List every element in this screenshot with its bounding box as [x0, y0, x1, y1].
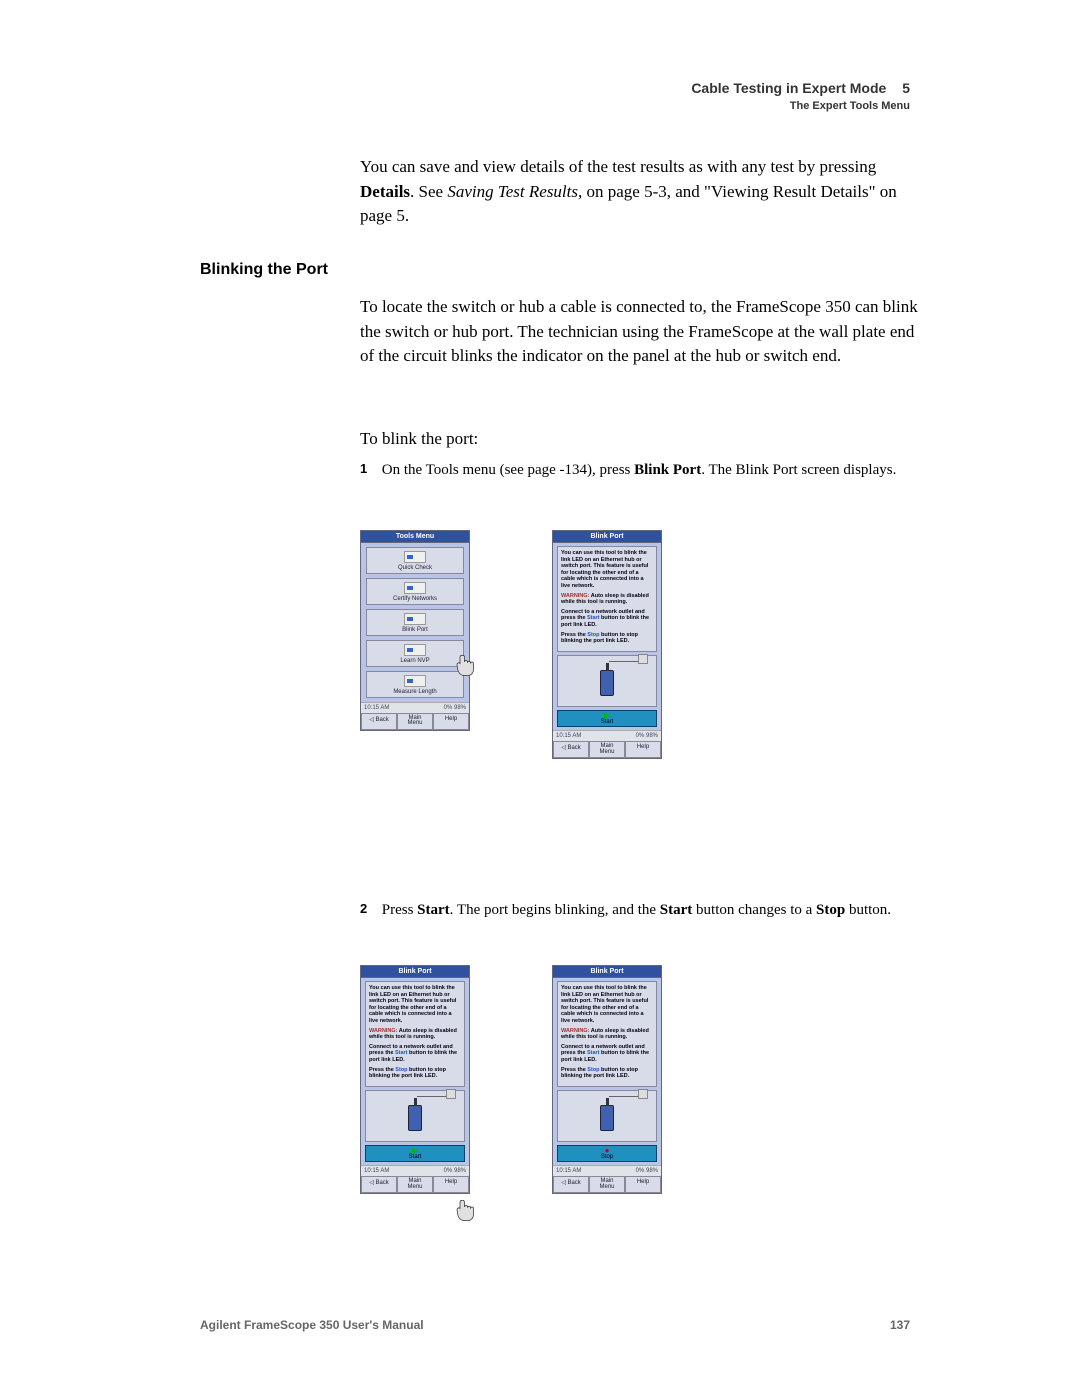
wall-plate-icon — [638, 654, 648, 664]
tester-icon — [408, 1105, 422, 1131]
step-2: 2 Press Start. The port begins blinking,… — [360, 900, 920, 922]
main-menu-button[interactable]: MainMenu — [397, 713, 433, 730]
quick-check-icon — [404, 551, 426, 563]
page-footer: Agilent FrameScope 350 User's Manual 137 — [200, 1318, 910, 1332]
device-title: Blink Port — [361, 966, 469, 978]
status-bar: 10:15 AM 0% 98% — [361, 1165, 469, 1176]
menu-blink-port[interactable]: Blink Port — [366, 609, 464, 636]
main-menu-button[interactable]: MainMenu — [397, 1176, 433, 1193]
device-title: Blink Port — [553, 966, 661, 978]
intro-paragraph: You can save and view details of the tes… — [360, 155, 920, 229]
main-menu-button[interactable]: MainMenu — [589, 1176, 625, 1193]
info-panel: You can use this tool to blink the link … — [557, 546, 657, 652]
device-title: Blink Port — [553, 531, 661, 543]
menu-measure-length[interactable]: Measure Length — [366, 671, 464, 698]
status-time: 10:15 AM — [364, 1168, 389, 1174]
diagram-area — [557, 655, 657, 707]
status-bar: 10:15 AM 0% 98% — [553, 1165, 661, 1176]
diagram-area — [365, 1090, 465, 1142]
step-body: Press Start. The port begins blinking, a… — [382, 900, 912, 922]
help-button[interactable]: Help — [625, 741, 661, 758]
measure-icon — [404, 675, 426, 687]
hand-pointer-icon — [454, 650, 484, 680]
start-button[interactable]: ▶Start — [365, 1145, 465, 1162]
screenshot-blink-port-press-start: Blink Port You can use this tool to blin… — [360, 965, 470, 1194]
menu-learn-nvp[interactable]: Learn NVP — [366, 640, 464, 667]
status-time: 10:15 AM — [556, 733, 581, 739]
info-panel: You can use this tool to blink the link … — [365, 981, 465, 1087]
help-button[interactable]: Help — [433, 713, 469, 730]
back-button[interactable]: ◁ Back — [361, 1176, 397, 1193]
info-panel: You can use this tool to blink the link … — [557, 981, 657, 1087]
nav-buttons: ◁ Back MainMenu Help — [553, 1176, 661, 1193]
lead-paragraph: To blink the port: — [360, 427, 920, 452]
step-1: 1 On the Tools menu (see page -134), pre… — [360, 460, 920, 482]
back-button[interactable]: ◁ Back — [361, 713, 397, 730]
nav-buttons: ◁ Back MainMenu Help — [553, 741, 661, 758]
blink-icon — [404, 613, 426, 625]
device-title: Tools Menu — [361, 531, 469, 543]
screenshot-blink-port-stop: Blink Port You can use this tool to blin… — [552, 965, 662, 1194]
chapter-number: 5 — [902, 80, 910, 96]
step-number: 2 — [360, 900, 378, 919]
section-heading: Blinking the Port — [200, 261, 328, 279]
status-battery: 0% 98% — [636, 733, 658, 739]
help-button[interactable]: Help — [625, 1176, 661, 1193]
status-time: 10:15 AM — [556, 1168, 581, 1174]
back-button[interactable]: ◁ Back — [553, 741, 589, 758]
description-paragraph: To locate the switch or hub a cable is c… — [360, 295, 920, 369]
diagram-area — [557, 1090, 657, 1142]
section-title: The Expert Tools Menu — [691, 100, 910, 112]
main-menu-button[interactable]: MainMenu — [589, 741, 625, 758]
screenshot-tools-menu: Tools Menu Quick Check Certify Networks … — [360, 530, 470, 731]
hand-pointer-icon — [454, 1195, 484, 1225]
page-number: 137 — [890, 1318, 910, 1332]
chapter-title-text: Cable Testing in Expert Mode — [691, 80, 886, 96]
status-battery: 0% 98% — [444, 705, 466, 711]
menu-certify[interactable]: Certify Networks — [366, 578, 464, 605]
certify-icon — [404, 582, 426, 594]
status-bar: 10:15 AM 0% 98% — [553, 730, 661, 741]
back-button[interactable]: ◁ Back — [553, 1176, 589, 1193]
wall-plate-icon — [446, 1089, 456, 1099]
status-battery: 0% 98% — [444, 1168, 466, 1174]
nav-buttons: ◁ Back MainMenu Help — [361, 1176, 469, 1193]
status-time: 10:15 AM — [364, 705, 389, 711]
nav-buttons: ◁ Back MainMenu Help — [361, 713, 469, 730]
step-number: 1 — [360, 460, 378, 479]
chapter-title: Cable Testing in Expert Mode 5 — [691, 80, 910, 96]
step-body: On the Tools menu (see page -134), press… — [382, 460, 912, 482]
help-button[interactable]: Help — [433, 1176, 469, 1193]
stopop-button[interactable]: ●Stop — [557, 1145, 657, 1162]
menu-quick-check[interactable]: Quick Check — [366, 547, 464, 574]
wall-plate-icon — [638, 1089, 648, 1099]
learn-icon — [404, 644, 426, 656]
status-bar: 10:15 AM 0% 98% — [361, 702, 469, 713]
start-button[interactable]: ▶Start — [557, 710, 657, 727]
page-header: Cable Testing in Expert Mode 5 The Exper… — [691, 80, 910, 112]
tester-icon — [600, 670, 614, 696]
screenshot-blink-port-start: Blink Port You can use this tool to blin… — [552, 530, 662, 759]
tester-icon — [600, 1105, 614, 1131]
status-battery: 0% 98% — [636, 1168, 658, 1174]
footer-manual-title: Agilent FrameScope 350 User's Manual — [200, 1318, 424, 1332]
